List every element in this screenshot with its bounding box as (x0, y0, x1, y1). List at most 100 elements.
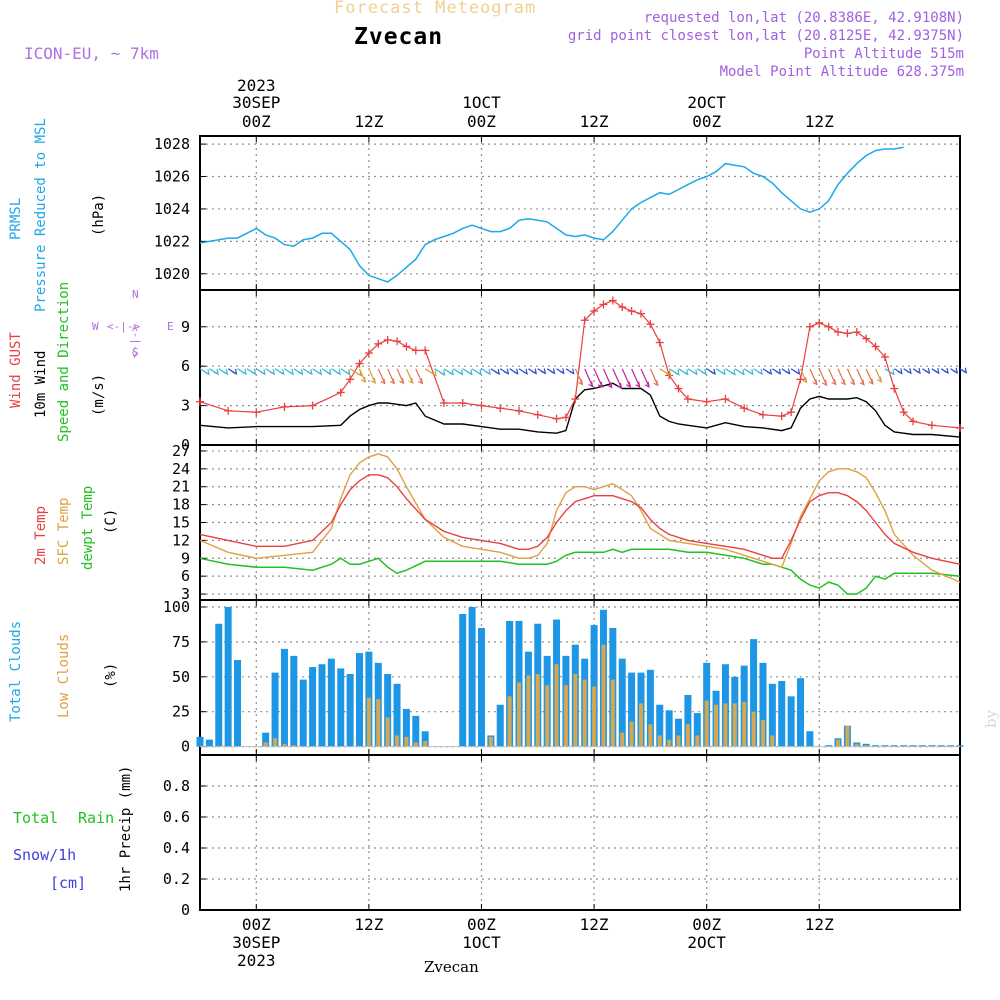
total-cloud-bar (280, 648, 288, 747)
dewpoint-line (199, 548, 961, 595)
compass-south: S (132, 346, 139, 359)
compass-west: W (92, 320, 99, 333)
total-cloud-bar (881, 745, 889, 747)
total-cloud-bar (337, 668, 345, 747)
wind-direction-arrowhead (399, 378, 405, 385)
total-cloud-bar (768, 683, 776, 747)
wind-direction-arrowhead (812, 379, 818, 386)
gridpoint-coords: grid point closest lon,lat (20.8125E, 42… (567, 28, 964, 44)
wind-direction-arrowhead (380, 378, 386, 385)
total-cloud-bar (665, 710, 673, 747)
y-tick-label: 27 (172, 442, 190, 460)
y-tick-label: 0.8 (163, 777, 190, 795)
low-cloud-bar (592, 686, 597, 747)
wind-direction-arrow (837, 368, 846, 385)
wind-direction-arrowhead (260, 368, 266, 376)
wind-direction-arrow (621, 368, 631, 388)
low-cloud-bar (601, 644, 606, 747)
low-cloud-bar (488, 736, 493, 747)
wind-direction-arrowhead (316, 368, 323, 376)
top-date-label: 1OCT (462, 93, 501, 112)
wind-direction-arrowhead (408, 377, 414, 384)
top-time-label: 12Z (805, 112, 834, 131)
total-cloud-bar (956, 745, 964, 747)
low-cloud-bar (376, 699, 381, 747)
y-tick-label: 0 (181, 901, 190, 919)
total-cloud-bar (402, 708, 410, 747)
total-cloud-bar (506, 620, 514, 747)
total-cloud-bar (656, 704, 664, 747)
wind-direction-arrowhead (607, 382, 613, 389)
low-cloud-bar (366, 697, 371, 747)
wind-direction-arrowhead (897, 368, 903, 375)
wind-direction-arrow (649, 368, 659, 386)
y-tick-label: 100 (163, 598, 190, 616)
y-tick-label: 3 (181, 397, 190, 415)
snow-unit: [cm] (50, 874, 87, 892)
y-tick-label: 1024 (154, 200, 190, 218)
bottom-date-label: 1OCT (462, 933, 501, 952)
wind-direction-arrowhead (485, 368, 491, 376)
total-cloud-bar (796, 678, 804, 747)
low-cloud-bar (760, 720, 765, 747)
y-tick-label: 1020 (154, 265, 190, 283)
total-cloud-bar (618, 658, 626, 747)
wind-direction-arrowhead (952, 367, 959, 374)
low-cloud-bar (695, 735, 700, 747)
low-cloud-bar (573, 674, 578, 747)
bottom-time-label: 00Z (242, 915, 271, 934)
wind-direction-arrowhead (962, 367, 968, 374)
low-cloud-bar (563, 685, 568, 747)
wind-direction-arrowhead (476, 369, 482, 376)
rain-label: Rain (78, 809, 115, 827)
low-cloud-bar (545, 685, 550, 747)
wind-direction-arrowhead (644, 381, 650, 388)
wind-direction-arrow (574, 368, 583, 385)
compass-north: N (132, 288, 139, 301)
top-date-label: 30SEP (232, 93, 280, 112)
low-cloud-bar (282, 743, 287, 747)
wind-direction-arrowhead (307, 368, 313, 376)
wind-direction-arrow (640, 368, 650, 388)
compass-east: E (167, 320, 174, 333)
requested-coords: requested lon,lat (20.8386E, 42.9108N) (643, 10, 964, 26)
wind-direction-arrowhead (559, 368, 565, 375)
wind-direction-arrowhead (748, 368, 754, 376)
low-cloud-bar (582, 679, 587, 747)
total-cloud-bar (806, 731, 814, 747)
wind-direction-arrowhead (683, 369, 689, 376)
wind-direction-arrow (631, 368, 641, 388)
wind-direction-arrow (828, 368, 837, 385)
total-cloud-bar (872, 745, 880, 747)
wind-direction-arrowhead (795, 368, 801, 376)
wind-direction-arrowhead (868, 378, 874, 385)
total-cloud-bar (318, 664, 326, 747)
wind-direction-arrowhead (877, 376, 883, 383)
low-cloud-bar (554, 664, 559, 747)
total-cloud-bar (468, 606, 476, 747)
temp-2m-line (199, 474, 961, 565)
y-tick-label: 18 (172, 496, 190, 514)
wind-direction-arrowhead (597, 381, 603, 388)
wind-direction-arrowhead (653, 380, 659, 387)
wind-direction-arrowhead (822, 379, 828, 387)
panel-frame (199, 289, 961, 446)
total-cloud-bar (890, 745, 898, 747)
bottom-time-label: 12Z (805, 915, 834, 934)
wind-direction-arrowhead (513, 368, 519, 375)
low-cloud-bar (620, 732, 625, 747)
wind-direction-arrow (809, 368, 818, 385)
wind-direction-arrowhead (288, 368, 294, 376)
total-cloud-bar (412, 715, 420, 747)
wind-direction-arrowhead (418, 378, 424, 385)
wind-direction-arrow (584, 368, 594, 387)
y-tick-label: 0.6 (163, 808, 190, 826)
total-cloud-bar (918, 745, 926, 747)
wind-direction-arrowhead (625, 381, 632, 388)
wind-direction-arrowhead (522, 368, 528, 375)
wind-direction-arrowhead (578, 379, 584, 386)
total-cloud-bar (928, 745, 936, 747)
total-cloud-bar (205, 739, 213, 747)
wind-direction-arrowhead (223, 368, 229, 376)
y-tick-label: 1026 (154, 168, 190, 186)
